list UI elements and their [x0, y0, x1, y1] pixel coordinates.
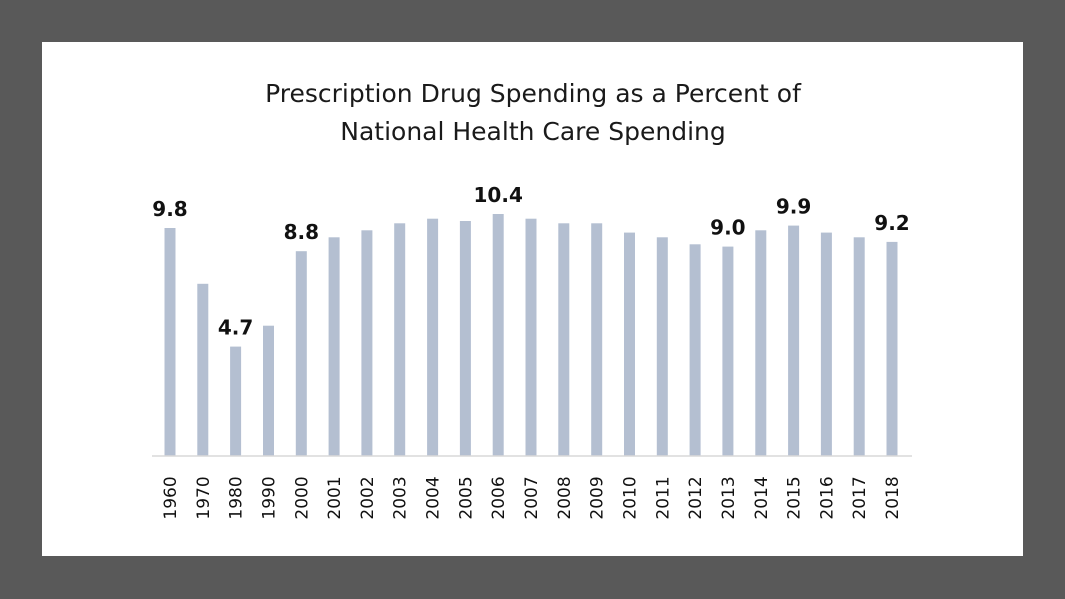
bar-2008: [558, 223, 570, 456]
x-tick-2007: 2007: [522, 476, 542, 519]
bar-2001: [328, 237, 340, 456]
data-label-2015: 9.9: [776, 195, 811, 219]
chart-title-line-2: National Health Care Spending: [340, 117, 726, 146]
bars-group: [164, 214, 898, 456]
bar-chart: Prescription Drug Spending as a Percent …: [152, 79, 912, 520]
x-tick-2011: 2011: [653, 476, 673, 519]
bar-2016: [820, 232, 832, 456]
x-tick-2015: 2015: [785, 476, 805, 519]
data-label-1980: 4.7: [218, 316, 253, 340]
bar-2014: [755, 230, 767, 456]
bar-2004: [427, 218, 439, 456]
x-tick-2014: 2014: [752, 476, 772, 519]
bar-2002: [361, 230, 373, 456]
data-label-2018: 9.2: [874, 211, 909, 235]
x-tick-2018: 2018: [883, 476, 903, 519]
x-tick-2009: 2009: [588, 476, 608, 519]
x-tick-2006: 2006: [489, 476, 509, 519]
data-label-2013: 9.0: [710, 216, 745, 240]
x-tick-2016: 2016: [817, 476, 837, 519]
x-tick-2008: 2008: [555, 476, 575, 519]
x-tick-2010: 2010: [621, 476, 641, 519]
bar-2013: [722, 246, 734, 456]
data-label-2000: 8.8: [284, 220, 319, 244]
bar-2011: [656, 237, 668, 456]
x-tick-2017: 2017: [850, 476, 870, 519]
bar-2003: [394, 223, 406, 456]
bar-1960: [164, 228, 176, 456]
bar-1990: [263, 325, 274, 456]
bar-2007: [525, 218, 537, 456]
x-tick-2003: 2003: [391, 476, 411, 519]
bar-1980: [230, 346, 242, 456]
bar-2005: [459, 221, 471, 456]
data-labels: 9.8 4.7 8.8 10.4 9.0 9.9 9.2: [152, 183, 909, 340]
data-label-1960: 9.8: [152, 197, 187, 221]
chart-panel: Prescription Drug Spending as a Percent …: [42, 42, 1023, 556]
bar-2018: [886, 241, 898, 456]
x-tick-1980: 1980: [227, 476, 247, 519]
x-tick-2000: 2000: [292, 476, 312, 519]
x-tick-1960: 1960: [161, 476, 181, 519]
bar-2017: [853, 237, 865, 456]
x-tick-2005: 2005: [456, 476, 476, 519]
bar-1970: [197, 283, 209, 456]
x-tick-1970: 1970: [194, 476, 214, 519]
bar-2010: [624, 232, 635, 456]
x-tick-2013: 2013: [719, 476, 739, 519]
x-tick-2001: 2001: [325, 476, 345, 519]
bar-2000: [295, 251, 307, 456]
x-tick-2002: 2002: [358, 476, 378, 519]
data-label-2006: 10.4: [474, 183, 523, 207]
chart-title-line-1: Prescription Drug Spending as a Percent …: [265, 79, 802, 108]
x-tick-2012: 2012: [686, 476, 706, 519]
bar-2009: [591, 223, 603, 456]
x-tick-labels: 1960 1970 1980 1990 2000 2001 2002 2003 2004 2005…: [161, 476, 903, 519]
bar-2006: [492, 214, 504, 456]
x-tick-2004: 2004: [424, 476, 444, 519]
bar-2012: [689, 244, 701, 456]
x-tick-1990: 1990: [260, 476, 280, 519]
bar-2015: [788, 225, 800, 456]
